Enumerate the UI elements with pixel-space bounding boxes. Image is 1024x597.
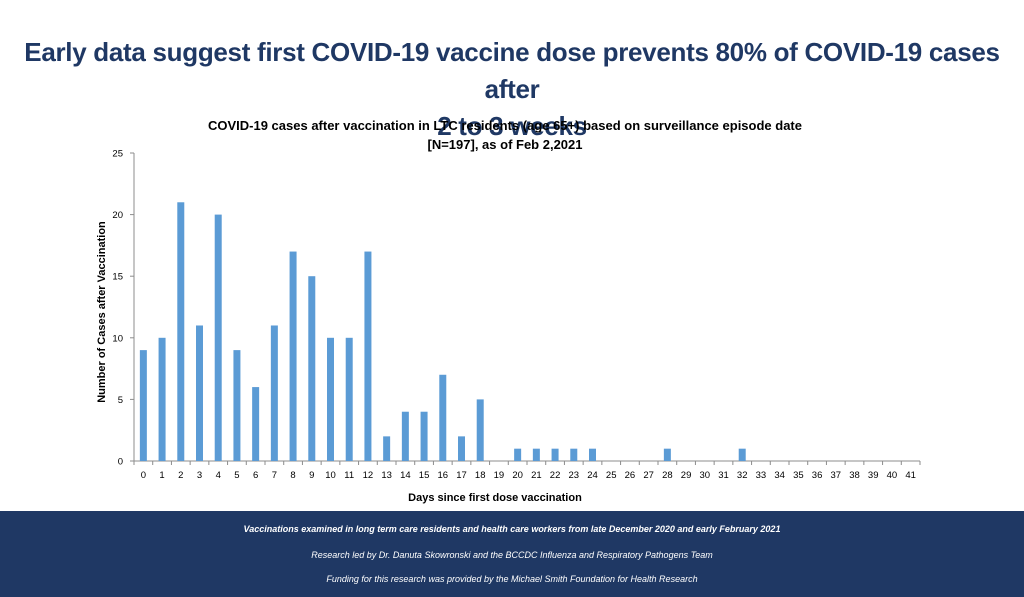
x-tick-label: 5 bbox=[234, 470, 239, 481]
bar-day-14 bbox=[401, 411, 409, 461]
x-tick-label: 8 bbox=[290, 470, 295, 481]
bar-day-11 bbox=[345, 337, 353, 461]
x-tick-label: 16 bbox=[437, 470, 448, 481]
x-tick-label: 34 bbox=[774, 470, 785, 481]
bar-day-0 bbox=[139, 350, 147, 461]
y-tick-label: 20 bbox=[112, 210, 123, 221]
x-tick-label: 39 bbox=[868, 470, 879, 481]
bar-day-22 bbox=[551, 448, 559, 461]
headline-line-2: 2 to 3 weeks bbox=[437, 111, 587, 141]
x-tick-label: 30 bbox=[699, 470, 710, 481]
x-tick-label: 38 bbox=[849, 470, 860, 481]
x-tick-label: 33 bbox=[756, 470, 767, 481]
bar-day-16 bbox=[439, 374, 447, 461]
x-tick-label: 28 bbox=[662, 470, 673, 481]
bar-day-32 bbox=[738, 448, 746, 461]
bar-day-10 bbox=[327, 337, 334, 461]
chart-title-line-2: [N=197], as of Feb 2,2021 bbox=[427, 137, 583, 152]
x-tick-label: 26 bbox=[625, 470, 636, 481]
x-tick-label: 32 bbox=[737, 470, 748, 481]
y-axis-title: Number of Cases after Vaccination bbox=[96, 221, 108, 403]
x-tick-label: 9 bbox=[309, 470, 314, 481]
bar-day-4 bbox=[214, 214, 222, 461]
x-tick-label: 24 bbox=[587, 470, 598, 481]
x-tick-label: 35 bbox=[793, 470, 804, 481]
bar-day-5 bbox=[233, 350, 241, 461]
bar-day-6 bbox=[252, 387, 260, 461]
x-tick-label: 0 bbox=[141, 470, 146, 481]
bar-day-3 bbox=[196, 325, 203, 461]
chart-title: COVID-19 cases after vaccination in LTC … bbox=[0, 116, 1010, 154]
y-tick-label: 10 bbox=[112, 333, 123, 344]
bar-day-20 bbox=[514, 448, 522, 461]
x-tick-label: 27 bbox=[643, 470, 654, 481]
x-tick-label: 15 bbox=[419, 470, 430, 481]
x-tick-label: 31 bbox=[718, 470, 729, 481]
x-tick-label: 11 bbox=[344, 470, 354, 481]
bar-day-24 bbox=[589, 448, 596, 461]
x-tick-label: 2 bbox=[178, 470, 183, 481]
x-tick-label: 1 bbox=[159, 470, 164, 481]
x-tick-label: 4 bbox=[216, 470, 221, 481]
bar-day-8 bbox=[289, 251, 297, 461]
slide-headline: Early data suggest first COVID-19 vaccin… bbox=[0, 34, 1024, 145]
bar-day-12 bbox=[364, 251, 372, 461]
x-tick-label: 21 bbox=[531, 470, 542, 481]
x-tick-label: 12 bbox=[363, 470, 374, 481]
bar-day-18 bbox=[476, 399, 484, 461]
x-tick-label: 25 bbox=[606, 470, 617, 481]
x-tick-label: 22 bbox=[550, 470, 561, 481]
x-tick-label: 23 bbox=[568, 470, 579, 481]
footer-line-1: Vaccinations examined in long term care … bbox=[243, 524, 781, 534]
x-tick-label: 3 bbox=[197, 470, 202, 481]
x-tick-label: 7 bbox=[272, 470, 277, 481]
bar-day-21 bbox=[532, 448, 540, 461]
y-tick-label: 0 bbox=[118, 457, 123, 468]
bar-day-9 bbox=[308, 276, 316, 461]
x-tick-label: 6 bbox=[253, 470, 258, 481]
headline-line-1: Early data suggest first COVID-19 vaccin… bbox=[24, 37, 1000, 104]
footer-banner: Vaccinations examined in long term care … bbox=[0, 511, 1024, 597]
x-tick-label: 14 bbox=[400, 470, 411, 481]
x-tick-label: 10 bbox=[325, 470, 336, 481]
bar-day-13 bbox=[383, 436, 391, 461]
x-tick-label: 40 bbox=[887, 470, 898, 481]
bar-day-2 bbox=[177, 202, 185, 461]
x-tick-label: 13 bbox=[381, 470, 392, 481]
x-axis-title: Days since first dose vaccination bbox=[408, 492, 582, 504]
footer-line-3: Funding for this research was provided b… bbox=[326, 574, 698, 584]
x-tick-label: 20 bbox=[512, 470, 523, 481]
bar-day-1 bbox=[158, 337, 166, 461]
bar-day-28 bbox=[663, 448, 671, 461]
x-tick-label: 19 bbox=[494, 470, 505, 481]
chart-title-line-1: COVID-19 cases after vaccination in LTC … bbox=[207, 118, 802, 133]
bar-day-15 bbox=[420, 411, 428, 461]
y-tick-label: 25 bbox=[112, 149, 123, 160]
x-tick-label: 36 bbox=[812, 470, 823, 481]
footer-line-2: Research led by Dr. Danuta Skowronski an… bbox=[311, 550, 713, 560]
bar-day-7 bbox=[270, 325, 278, 461]
x-tick-label: 41 bbox=[905, 470, 916, 481]
bar-day-23 bbox=[570, 448, 578, 461]
x-tick-label: 17 bbox=[456, 470, 467, 481]
y-tick-label: 5 bbox=[118, 395, 123, 406]
x-tick-label: 18 bbox=[475, 470, 486, 481]
x-tick-label: 37 bbox=[830, 470, 841, 481]
y-tick-label: 15 bbox=[112, 272, 123, 283]
bar-day-17 bbox=[458, 436, 465, 461]
x-tick-label: 29 bbox=[681, 470, 692, 481]
